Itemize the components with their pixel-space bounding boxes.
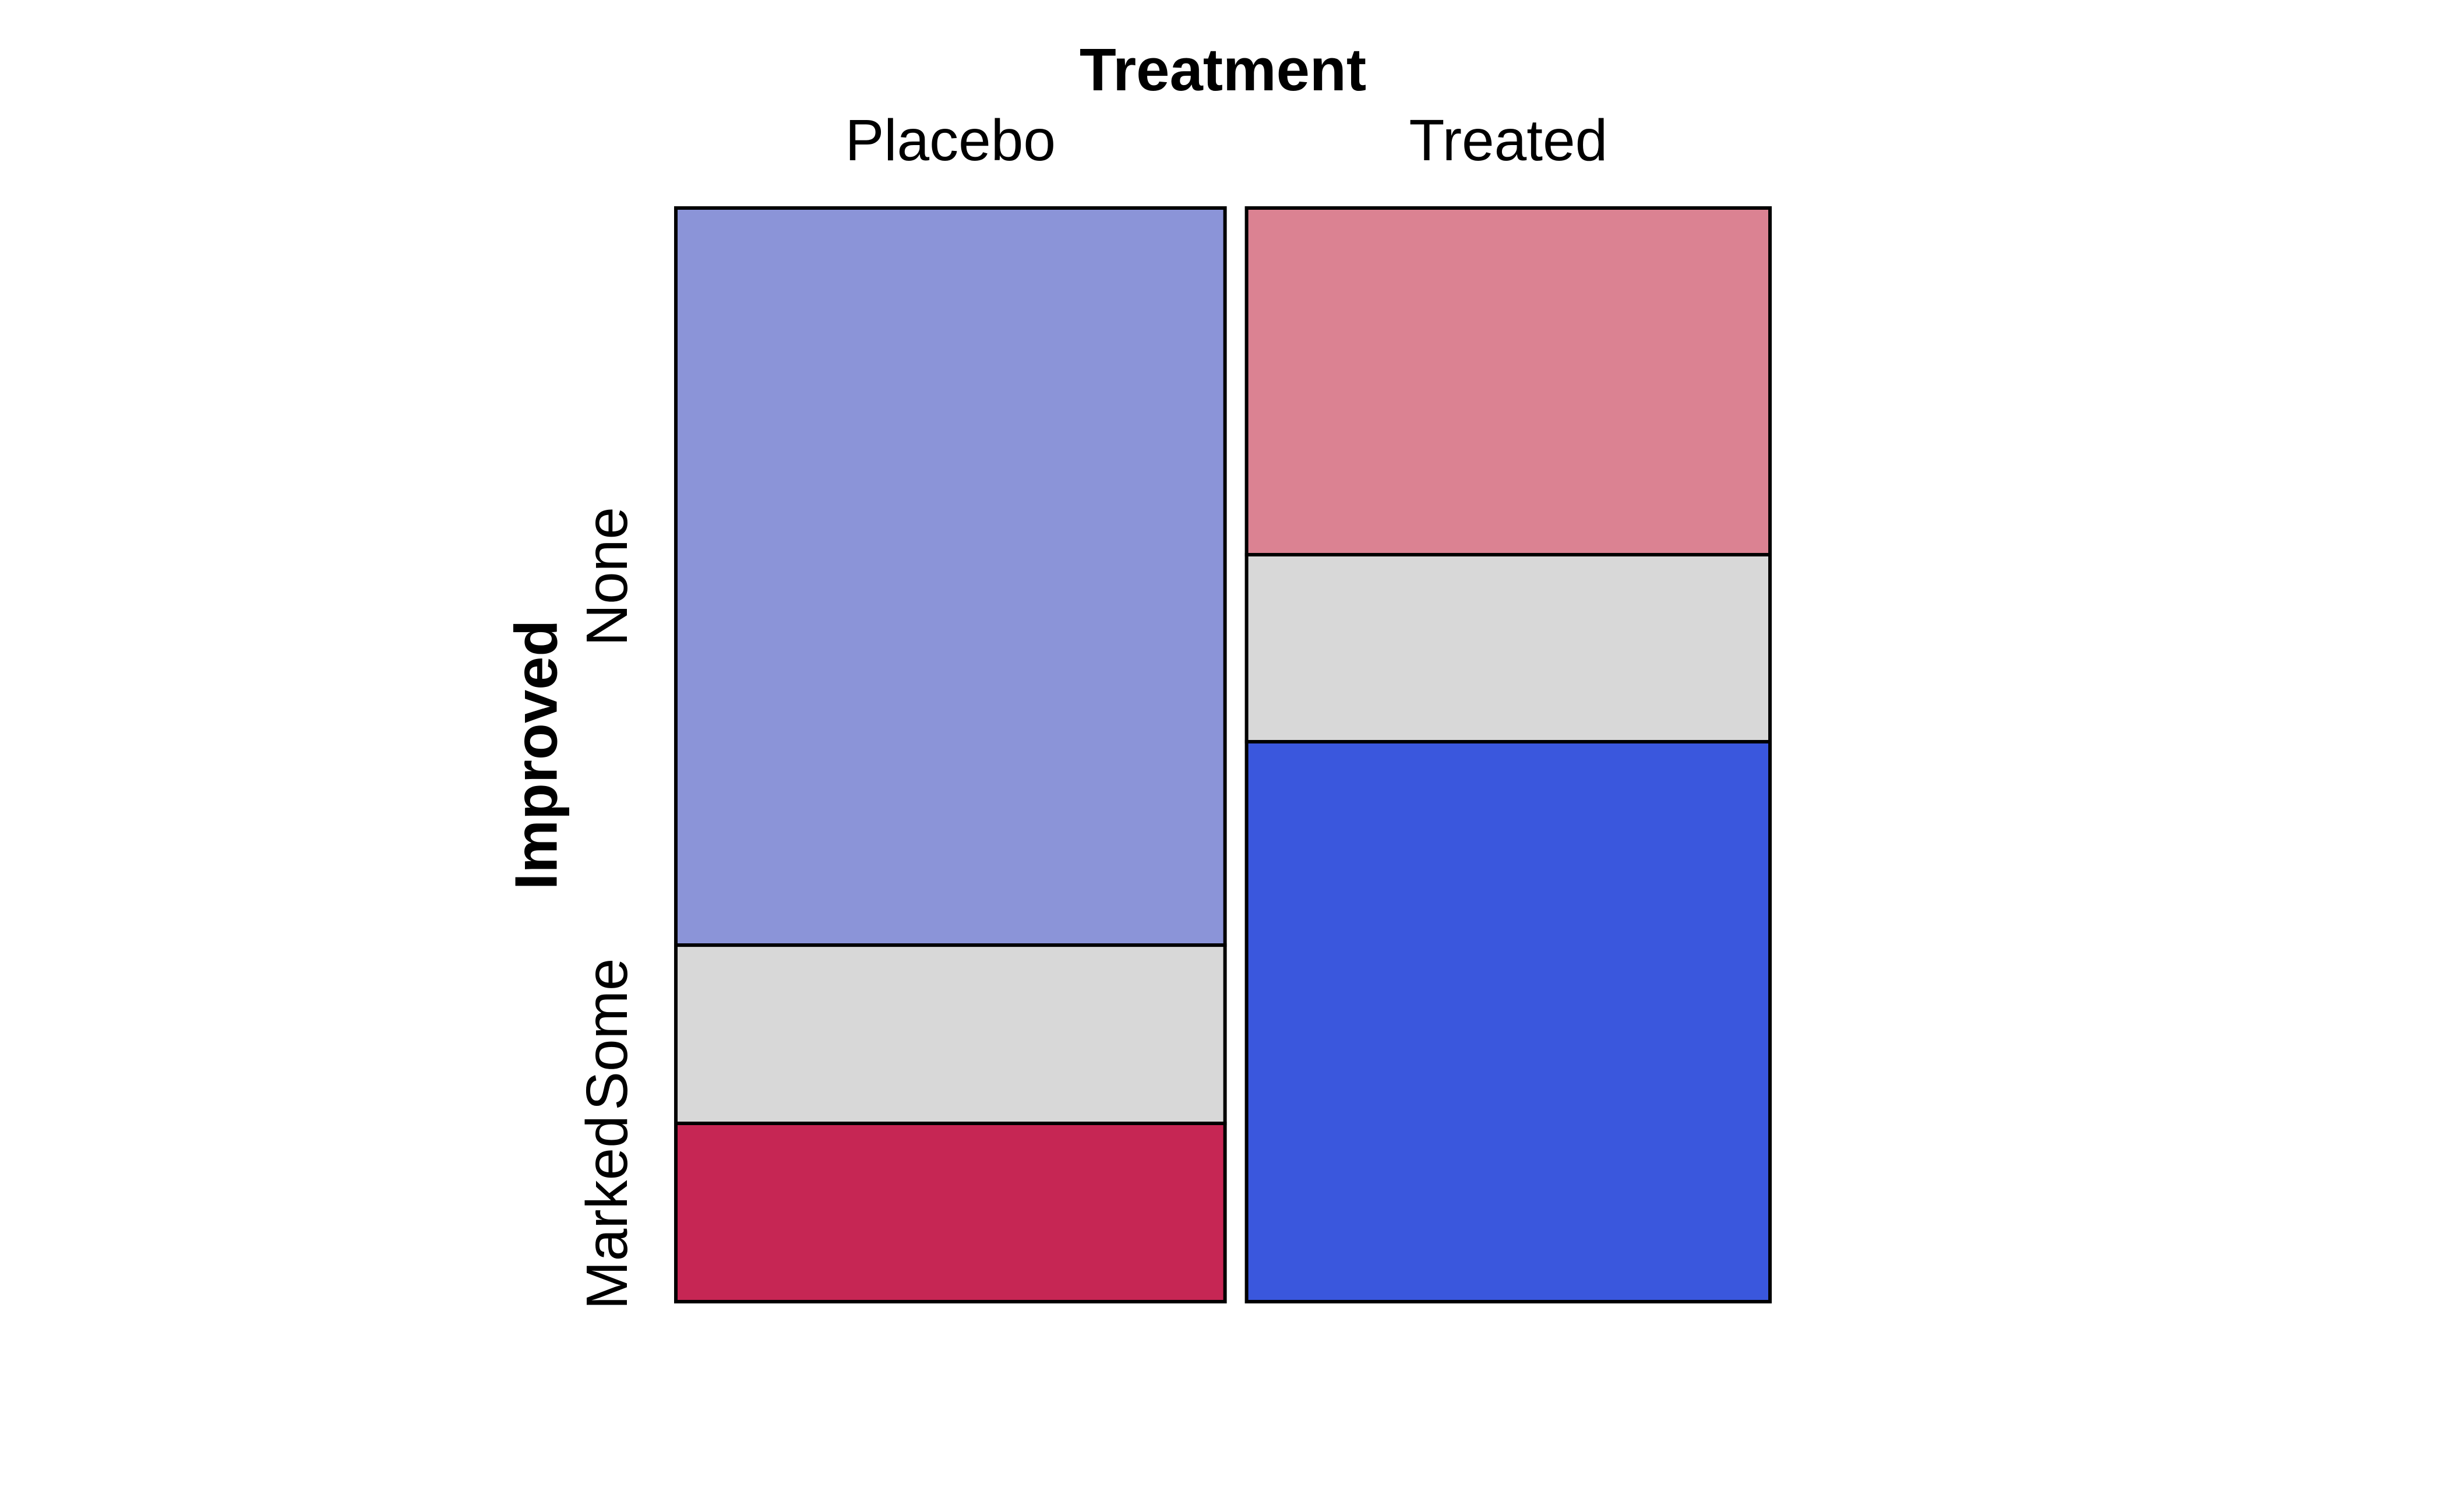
row-label-marked: Marked	[574, 1115, 640, 1309]
tile-treated-none	[1244, 206, 1772, 556]
row-label-none: None	[574, 507, 640, 646]
tile-treated-marked	[1244, 740, 1772, 1303]
tile-placebo-none	[674, 206, 1227, 947]
tile-placebo-some	[674, 943, 1227, 1126]
row-label-some: Some	[574, 958, 640, 1110]
tile-treated-some	[1244, 553, 1772, 743]
column-label-placebo: Placebo	[845, 108, 1056, 173]
y-axis-title: Improved	[503, 620, 570, 890]
column-label-treated: Treated	[1409, 108, 1607, 173]
mosaic-tiles	[674, 206, 1772, 1303]
x-axis-title: Treatment	[1080, 36, 1366, 103]
tile-placebo-marked	[674, 1122, 1227, 1303]
